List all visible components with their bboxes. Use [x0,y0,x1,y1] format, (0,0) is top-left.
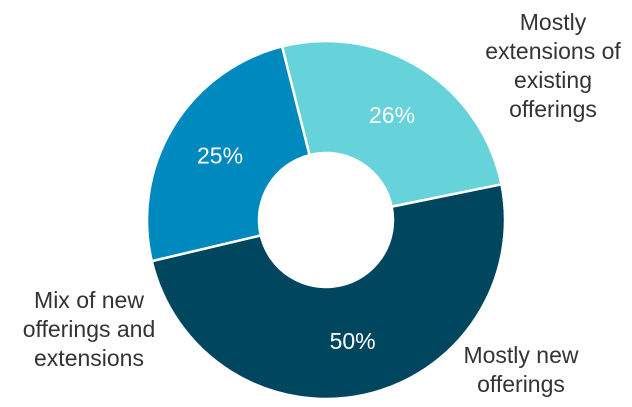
donut-slices [145,39,507,401]
value-labels: 50% 25% 26% [197,102,415,354]
value-label-mostly-new-offerings: 25% [197,143,243,169]
category-label-line: Mix of new [34,287,144,313]
value-label-mostly-extensions-of-existing-offerings: 50% [330,328,376,354]
category-label-line: offerings and [23,316,156,342]
category-labels: Mostly extensions of existing offeringsMost… [23,9,622,397]
category-label-line: existing [514,67,592,93]
value-label-mix-of-new-offerings-and-extensions: 26% [369,102,415,128]
category-label-line: Mostly [520,9,587,35]
category-label-line: extensions [34,345,144,371]
category-label-mix-of-new-offerings-and-extensions: Mix of new offerings and extensions [23,287,156,371]
category-label-mostly-extensions-of-existing-offerings: Mostly extensions of existing offerings [485,9,621,122]
category-label-line: Mostly new [463,342,578,368]
slice-mix-of-new-offerings-and-extensions [280,39,503,209]
category-label-line: offerings [477,371,565,397]
category-label-mostly-new-offerings: Mostly new offerings [463,342,578,397]
slice-mostly-new-offerings [145,44,312,263]
slice-mostly-extensions-of-existing-offerings [150,182,507,401]
category-label-line: offerings [509,96,597,122]
category-label-line: extensions of [485,38,621,64]
